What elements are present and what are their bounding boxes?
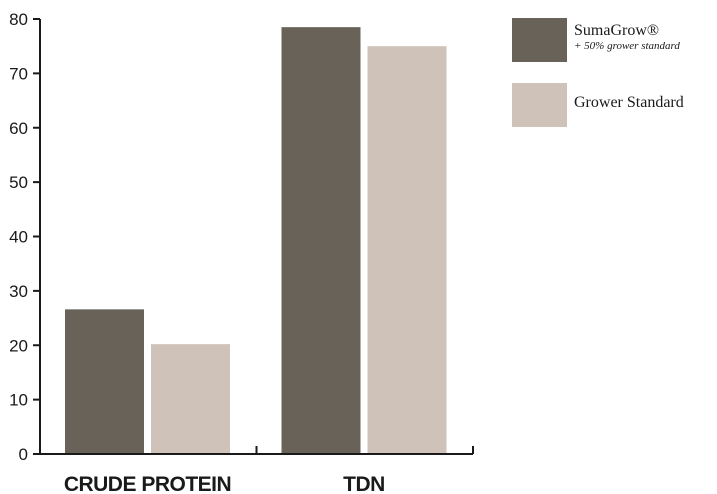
bar-crude-protein-series-0 bbox=[65, 309, 144, 454]
legend-item-sumagrow: SumaGrow® + 50% grower standard bbox=[512, 18, 684, 62]
y-tick-label: 40 bbox=[9, 228, 28, 247]
bar-tdn-series-1 bbox=[367, 46, 447, 454]
legend-swatch-grower-standard bbox=[512, 83, 567, 127]
legend-label-grower-standard: Grower Standard bbox=[574, 94, 684, 111]
bar-crude-protein-series-1 bbox=[151, 344, 230, 454]
legend-label-sumagrow: SumaGrow® bbox=[574, 22, 660, 39]
y-tick-label: 80 bbox=[9, 10, 28, 29]
legend-sublabel-sumagrow: + 50% grower standard bbox=[574, 40, 680, 52]
y-tick-label: 0 bbox=[19, 445, 28, 464]
x-axis: CRUDE PROTEIN TDN bbox=[39, 446, 474, 494]
bars bbox=[65, 27, 447, 454]
y-tick-label: 30 bbox=[9, 282, 28, 301]
y-tick-label: 60 bbox=[9, 119, 28, 138]
y-tick-label: 50 bbox=[9, 173, 28, 192]
legend-swatch-sumagrow bbox=[512, 18, 567, 62]
y-tick-label: 70 bbox=[9, 64, 28, 83]
y-tick-label: 20 bbox=[9, 336, 28, 355]
y-axis: 0 10 20 30 40 50 60 70 80 bbox=[9, 10, 41, 464]
x-category-label: TDN bbox=[343, 473, 385, 494]
legend-text-grower-standard: Grower Standard bbox=[574, 83, 684, 111]
legend: SumaGrow® + 50% grower standard Grower S… bbox=[512, 18, 684, 148]
legend-item-grower-standard: Grower Standard bbox=[512, 83, 684, 127]
bar-tdn-series-0 bbox=[281, 27, 361, 454]
legend-text-sumagrow: SumaGrow® + 50% grower standard bbox=[574, 18, 680, 53]
x-category-label: CRUDE PROTEIN bbox=[64, 473, 231, 494]
y-tick-label: 10 bbox=[9, 391, 28, 410]
